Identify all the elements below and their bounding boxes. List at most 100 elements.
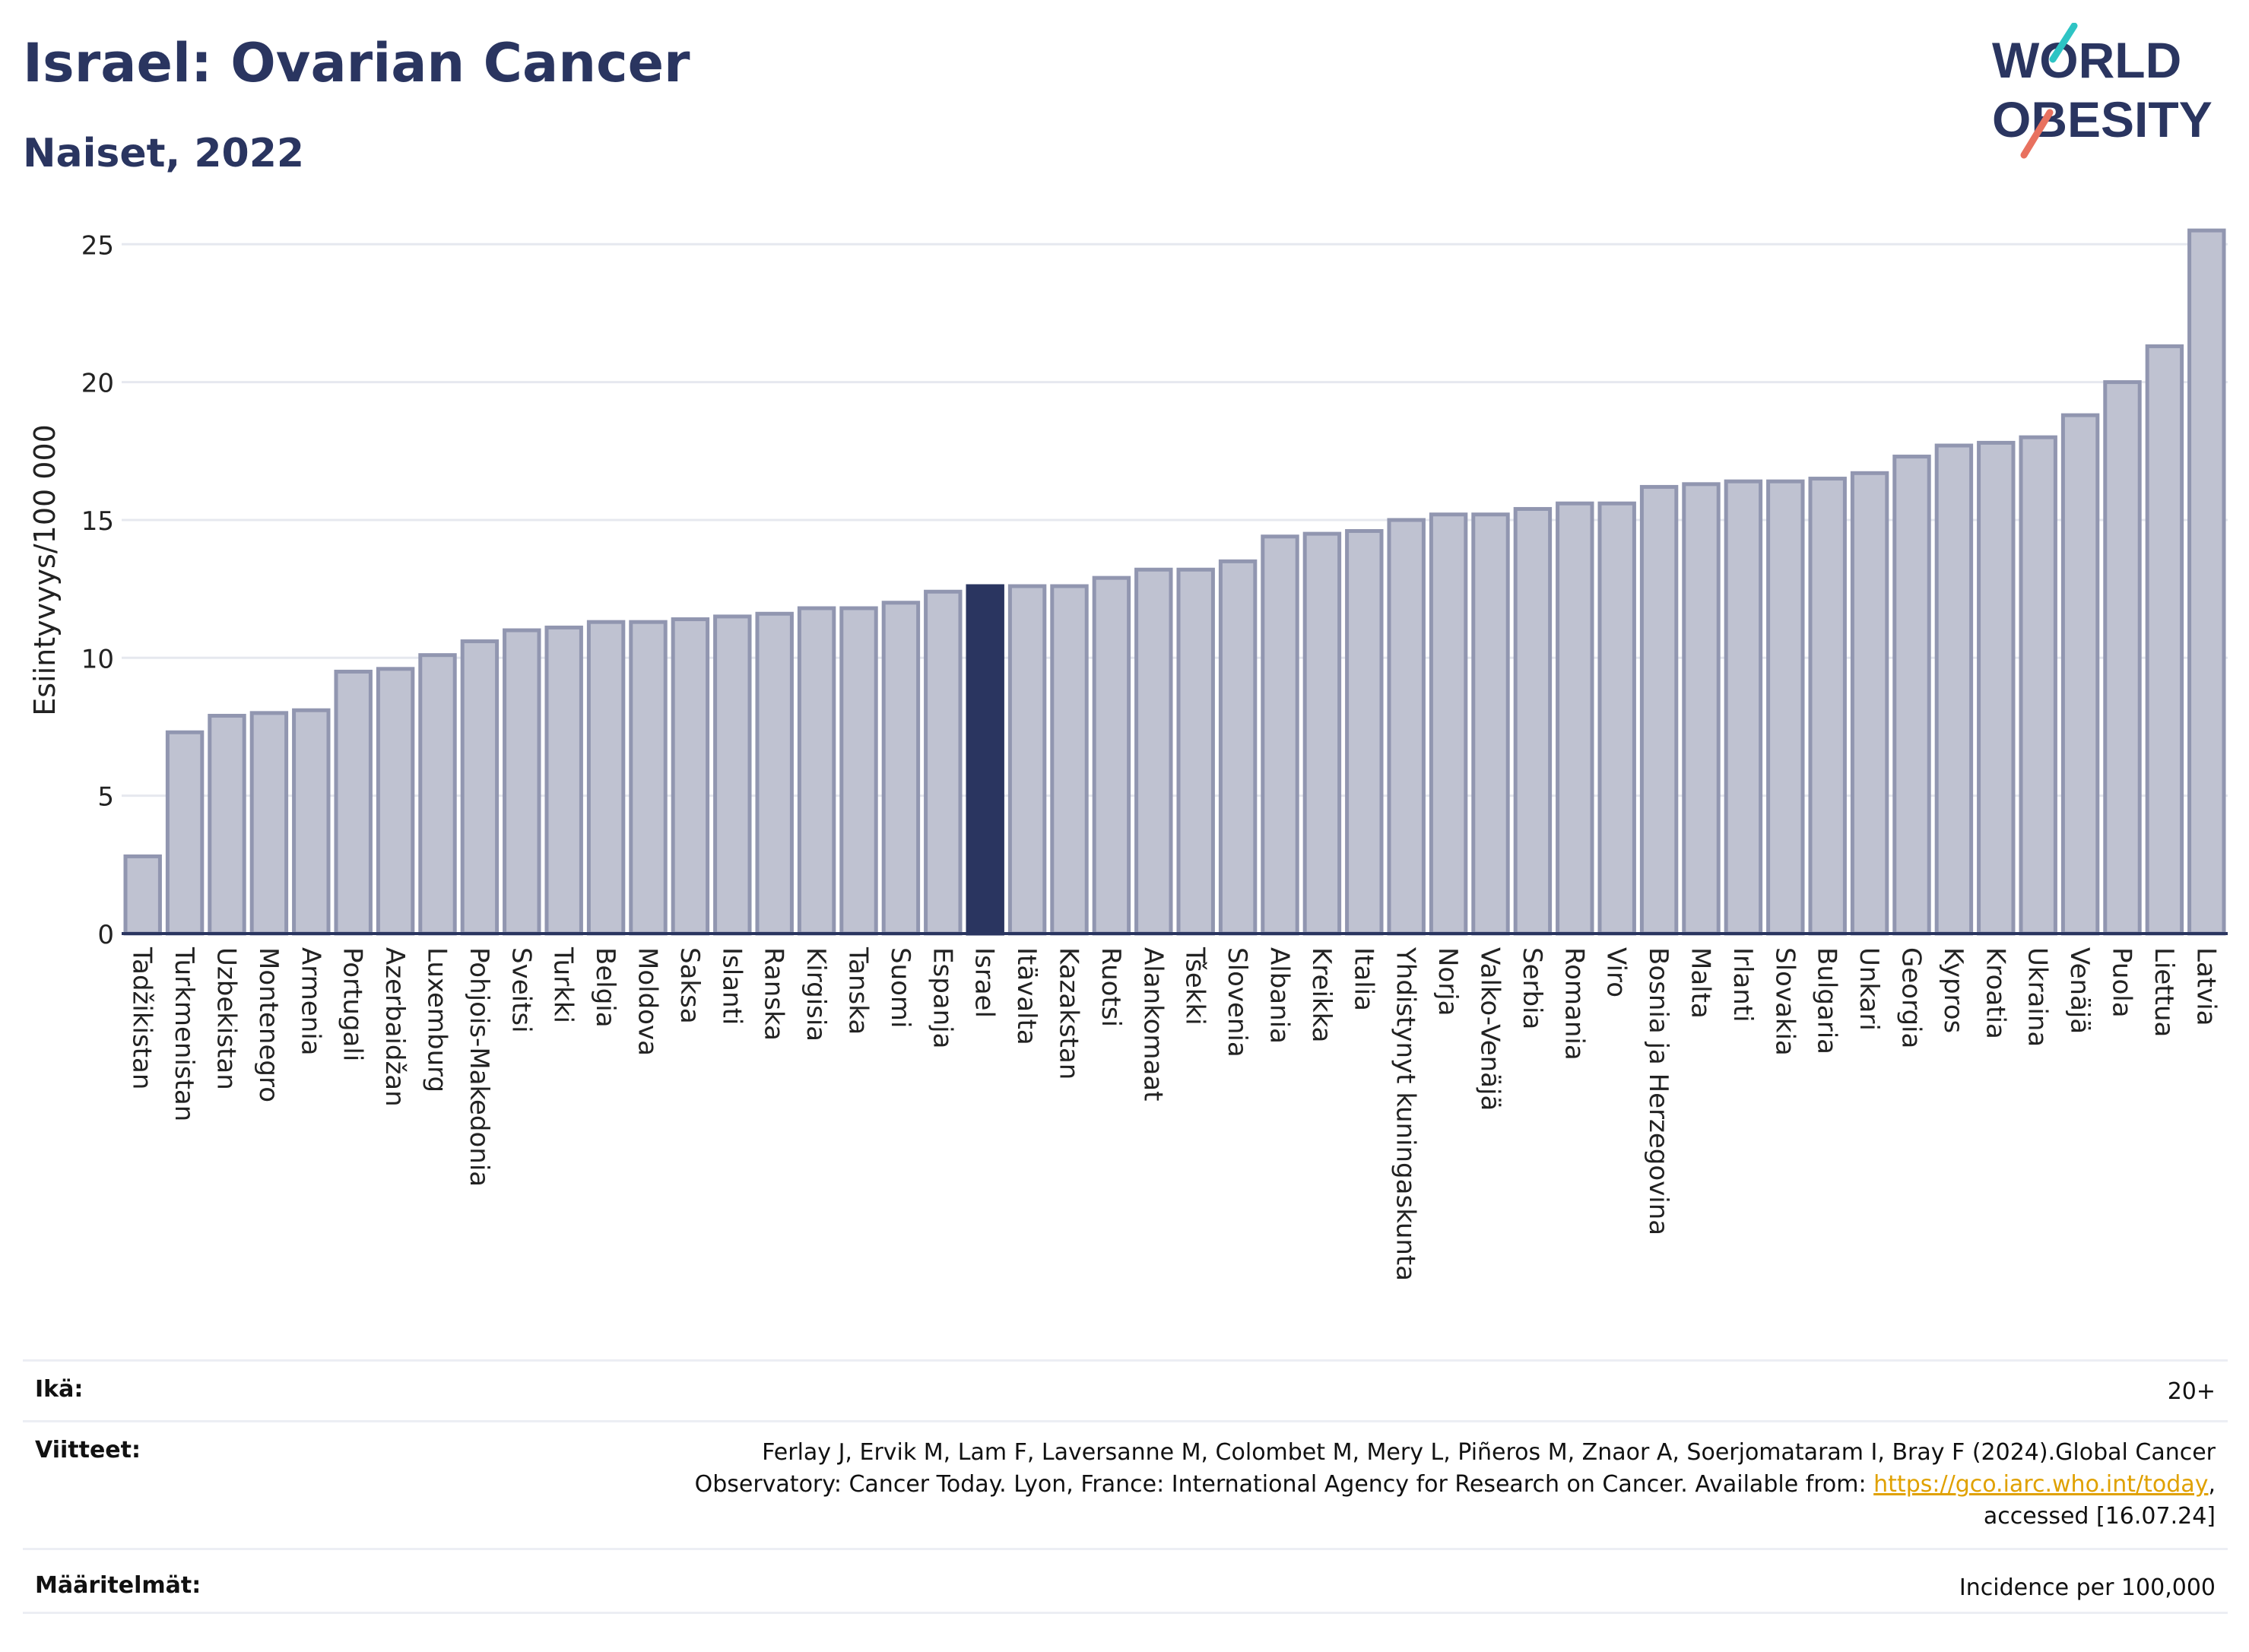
bar xyxy=(1977,440,2016,936)
bar xyxy=(1892,455,1931,936)
x-tick-label: Sveitsi xyxy=(506,947,536,1033)
bar xyxy=(1682,482,1721,936)
x-tick-label: Ruotsi xyxy=(1096,947,1126,1027)
y-tick-label: 0 xyxy=(97,920,114,950)
x-tick-label: Tšekki xyxy=(1180,946,1210,1026)
references-line3: accessed [16.07.24] xyxy=(1983,1503,2216,1530)
bar xyxy=(1261,534,1299,936)
references-line2: Observatory: Cancer Today. Lyon, France:… xyxy=(694,1471,2216,1498)
bar xyxy=(881,601,921,936)
bar xyxy=(376,667,415,936)
bar xyxy=(1513,506,1553,936)
x-tick-label: Ranska xyxy=(759,947,789,1041)
x-tick-label: Kreikka xyxy=(1306,947,1337,1043)
bar xyxy=(418,653,457,936)
bar xyxy=(165,730,205,936)
x-tick-label: Itävalta xyxy=(1011,947,1042,1045)
bar xyxy=(1387,518,1426,936)
x-tick-label: Espanja xyxy=(927,947,957,1048)
x-tick-label: Turkmenistan xyxy=(169,946,199,1121)
x-tick-label: Pohjois-Makedonia xyxy=(464,947,494,1187)
x-tick-label: Islanti xyxy=(716,947,747,1025)
logo-line2: OBESITY xyxy=(1992,91,2213,147)
bar xyxy=(1007,584,1047,936)
chart-subtitle: Naiset, 2022 xyxy=(23,131,305,176)
x-tick-label: Venäjä xyxy=(2064,947,2095,1034)
x-tick-label: Serbia xyxy=(1517,947,1547,1029)
bar xyxy=(1092,576,1131,936)
bar xyxy=(334,669,373,936)
bar xyxy=(1934,443,1974,936)
bar xyxy=(755,611,794,936)
x-tick-label: Italia xyxy=(1348,947,1378,1011)
info-divider xyxy=(23,1548,2228,1550)
world-obesity-logo: WORLD OBESITY xyxy=(1992,23,2213,159)
references-line1: Ferlay J, Ervik M, Lam F, Laversanne M, … xyxy=(762,1439,2216,1466)
bar xyxy=(123,854,162,936)
bar xyxy=(2145,344,2184,936)
bar xyxy=(1808,477,1847,936)
bar xyxy=(208,713,246,936)
bar xyxy=(2060,413,2100,936)
bar xyxy=(1429,512,1468,936)
references-text: Ferlay J, Ervik M, Lam F, Laversanne M, … xyxy=(695,1437,2216,1533)
bar xyxy=(924,589,963,936)
bar xyxy=(2019,435,2057,936)
y-tick-label: 20 xyxy=(81,369,114,399)
bar xyxy=(1639,484,1679,936)
x-tick-label: Latvia xyxy=(2190,947,2221,1026)
y-tick-label: 5 xyxy=(97,782,114,813)
bar xyxy=(1724,479,1763,936)
info-divider xyxy=(23,1359,2228,1362)
x-tick-label: Tanska xyxy=(843,946,874,1035)
references-link[interactable]: https://gco.iarc.who.int/today xyxy=(1873,1471,2209,1498)
x-tick-label: Luxemburg xyxy=(422,947,452,1092)
x-tick-label: Bosnia ja Herzegovina xyxy=(1643,947,1673,1235)
bar xyxy=(503,628,541,936)
bar xyxy=(839,606,878,936)
x-tick-label: Valko-Venäjä xyxy=(1475,947,1505,1111)
bar xyxy=(1134,567,1173,936)
x-tick-label: Moldova xyxy=(633,947,663,1056)
x-tick-label: Portugali xyxy=(338,947,368,1061)
x-tick-label: Belgia xyxy=(590,947,620,1028)
bar xyxy=(460,639,500,936)
chart-title: Israel: Ovarian Cancer xyxy=(23,32,690,94)
x-tick-label: Kypros xyxy=(1938,947,1968,1033)
x-tick-label: Alankomaat xyxy=(1137,947,1168,1102)
bar xyxy=(1345,528,1384,936)
bar xyxy=(2103,380,2142,936)
bar xyxy=(1556,501,1594,936)
bar xyxy=(292,708,331,936)
x-tick-label: Tadžikistan xyxy=(127,946,157,1089)
bar xyxy=(629,620,668,936)
y-tick-label: 25 xyxy=(81,230,114,261)
y-tick-label: 10 xyxy=(81,644,114,674)
bar-highlight xyxy=(966,584,1004,936)
x-tick-label: Saksa xyxy=(674,947,705,1024)
x-tick-label: Slovakia xyxy=(1769,947,1800,1056)
references-label: Viitteet: xyxy=(35,1437,141,1463)
x-tick-label: Kazakstan xyxy=(1054,947,1084,1080)
x-tick-label: Kirgisia xyxy=(801,947,831,1042)
definitions-label: Määritelmät: xyxy=(35,1572,201,1599)
x-tick-label: Irlanti xyxy=(1727,947,1758,1023)
x-tick-label: Slovenia xyxy=(1222,947,1252,1057)
bar-chart: 0 5 10 15 20 25 Tadžikistan Turkmenistan Uzbeki… xyxy=(28,228,2228,1281)
x-tick-label: Malta xyxy=(1686,947,1716,1019)
x-tick-label: Viro xyxy=(1601,947,1632,997)
x-tick-label: Armenia xyxy=(295,947,325,1056)
definitions-value: Incidence per 100,000 xyxy=(1959,1574,2216,1601)
bar xyxy=(713,614,752,936)
bar xyxy=(1597,501,1636,936)
x-tick-label: Israel xyxy=(969,947,1000,1018)
x-tick-label: Norja xyxy=(1432,947,1463,1016)
y-axis-label: Esiintyvyys/100 000 xyxy=(28,424,62,716)
bar xyxy=(544,625,583,936)
x-tick-label: Liettua xyxy=(2149,947,2179,1037)
bar xyxy=(797,606,836,936)
x-tick-label: Suomi xyxy=(885,947,915,1029)
x-tick-label: Azerbaidžan xyxy=(379,947,410,1107)
age-value: 20+ xyxy=(2167,1378,2216,1405)
x-tick-label: Albania xyxy=(1264,947,1295,1044)
